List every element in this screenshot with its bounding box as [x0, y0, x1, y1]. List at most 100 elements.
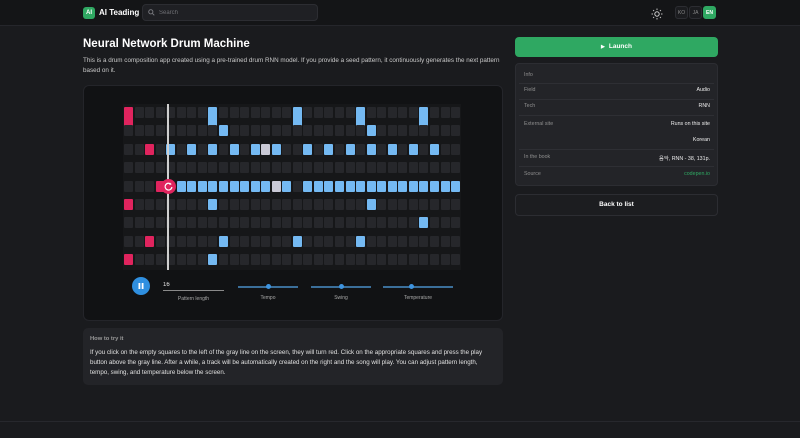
drum-cell[interactable] — [303, 199, 313, 210]
drum-cell-generated[interactable] — [208, 199, 218, 210]
drum-cell[interactable] — [271, 254, 281, 266]
drum-cell[interactable] — [155, 254, 165, 266]
drum-cell[interactable] — [197, 107, 207, 118]
drum-cell-generated[interactable] — [356, 235, 366, 247]
drum-cell[interactable] — [387, 107, 397, 118]
drum-cell-generated[interactable] — [197, 180, 207, 192]
drum-cell[interactable] — [197, 199, 207, 210]
drum-cell[interactable] — [240, 162, 250, 174]
drum-cell[interactable] — [335, 125, 344, 137]
drum-cell[interactable] — [250, 107, 260, 118]
source-link[interactable]: codepen.io — [684, 171, 710, 177]
drum-cell-generated[interactable] — [176, 180, 186, 192]
drum-cell[interactable] — [345, 199, 355, 210]
drum-cell[interactable] — [240, 254, 250, 266]
drum-cell-generated[interactable] — [429, 180, 439, 192]
drum-cell[interactable] — [240, 107, 250, 118]
drum-cell[interactable] — [408, 217, 418, 229]
drum-cell[interactable] — [451, 125, 461, 137]
drum-cell[interactable] — [429, 254, 439, 266]
lang-ja-button[interactable]: JA — [689, 6, 702, 19]
drum-cell[interactable] — [292, 254, 302, 266]
drum-cell-generated[interactable] — [303, 143, 313, 155]
drum-cell-generated[interactable] — [356, 107, 366, 131]
drum-cell[interactable] — [377, 217, 387, 229]
drum-cell[interactable] — [124, 162, 133, 174]
drum-cell[interactable] — [271, 235, 281, 247]
drum-cell[interactable] — [419, 254, 429, 266]
drum-cell[interactable] — [398, 107, 408, 118]
drum-cell-active[interactable] — [124, 199, 133, 210]
drum-cell-generated[interactable] — [377, 180, 387, 192]
drum-cell[interactable] — [345, 254, 355, 266]
drum-cell[interactable] — [282, 107, 292, 118]
drum-cell[interactable] — [335, 217, 344, 229]
drum-cell-generated[interactable] — [240, 180, 250, 192]
drum-cell-generated[interactable] — [387, 180, 397, 192]
swing-slider-handle[interactable] — [338, 284, 344, 289]
drum-cell[interactable] — [398, 217, 408, 229]
drum-cell[interactable] — [451, 107, 461, 118]
temperature-slider-track[interactable] — [383, 286, 453, 288]
drum-cell-generated[interactable] — [229, 180, 239, 192]
drum-cell[interactable] — [197, 254, 207, 266]
drum-cell[interactable] — [356, 143, 366, 155]
drum-cell[interactable] — [408, 162, 418, 174]
drum-cell[interactable] — [398, 125, 408, 137]
drum-cell[interactable] — [240, 235, 250, 247]
drum-cell[interactable] — [303, 235, 313, 247]
drum-cell-generated[interactable] — [419, 217, 429, 229]
drum-cell[interactable] — [377, 162, 387, 174]
drum-cell[interactable] — [134, 180, 144, 192]
drum-cell[interactable] — [419, 235, 429, 247]
drum-cell[interactable] — [398, 162, 408, 174]
drum-cell-generated[interactable] — [208, 143, 218, 155]
drum-cell[interactable] — [451, 217, 461, 229]
temperature-slider-handle[interactable] — [408, 284, 414, 289]
drum-cell-generated[interactable] — [218, 180, 228, 192]
drum-cell-generated[interactable] — [292, 107, 302, 131]
drum-cell-generated[interactable] — [187, 180, 197, 192]
drum-cell[interactable] — [240, 143, 250, 155]
drum-cell[interactable] — [166, 199, 176, 210]
launch-button[interactable]: ▶ Launch — [515, 37, 718, 57]
drum-cell[interactable] — [155, 235, 165, 247]
drum-cell[interactable] — [408, 107, 418, 118]
drum-cell[interactable] — [208, 235, 218, 247]
drum-cell[interactable] — [282, 235, 292, 247]
drum-cell[interactable] — [440, 143, 450, 155]
drum-cell[interactable] — [440, 235, 450, 247]
drum-cell-generated[interactable] — [229, 143, 239, 155]
play-pause-button[interactable] — [132, 277, 150, 295]
drum-cell[interactable] — [429, 217, 439, 229]
drum-cell[interactable] — [387, 217, 397, 229]
drum-cell[interactable] — [145, 107, 155, 118]
drum-cell[interactable] — [229, 254, 239, 266]
drum-cell-generated[interactable] — [408, 143, 418, 155]
drum-cell[interactable] — [377, 143, 387, 155]
drum-cell-generated[interactable] — [345, 143, 355, 155]
drum-cell[interactable] — [176, 143, 186, 155]
drum-cell[interactable] — [292, 162, 302, 174]
drum-cell-generated[interactable] — [208, 180, 218, 192]
drum-cell[interactable] — [377, 125, 387, 137]
drum-cell[interactable] — [261, 217, 271, 229]
drum-cell[interactable] — [398, 199, 408, 210]
drum-cell[interactable] — [218, 254, 228, 266]
drum-cell[interactable] — [176, 125, 186, 137]
drum-cell[interactable] — [124, 180, 133, 192]
drum-cell-generated[interactable] — [398, 180, 408, 192]
drum-cell[interactable] — [440, 217, 450, 229]
drum-cell[interactable] — [145, 162, 155, 174]
drum-cell-generated[interactable] — [324, 143, 334, 155]
drum-cell[interactable] — [324, 199, 334, 210]
drum-cell[interactable] — [282, 199, 292, 210]
drum-cell[interactable] — [240, 125, 250, 137]
drum-cell[interactable] — [345, 125, 355, 137]
drum-cell[interactable] — [166, 235, 176, 247]
drum-cell[interactable] — [250, 217, 260, 229]
drum-cell[interactable] — [155, 143, 165, 155]
drum-cell[interactable] — [134, 143, 144, 155]
drum-cell[interactable] — [229, 107, 239, 118]
drum-cell[interactable] — [303, 254, 313, 266]
